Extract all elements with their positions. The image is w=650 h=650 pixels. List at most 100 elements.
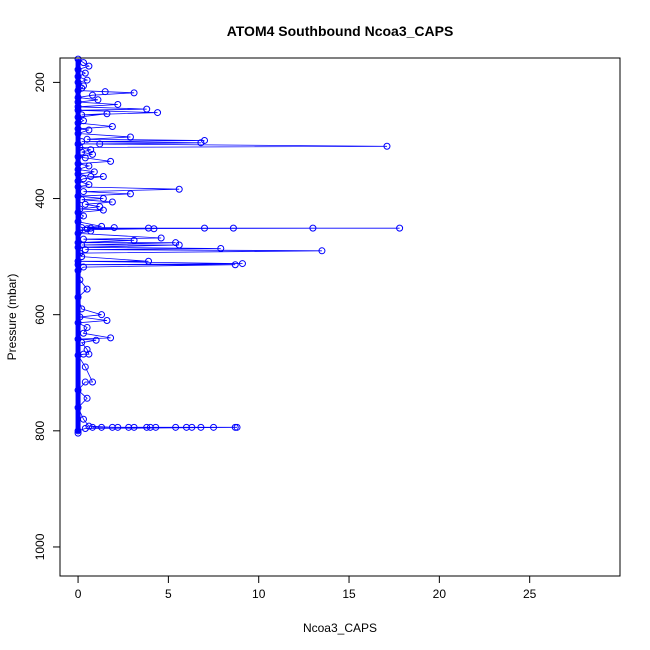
data-point <box>130 236 138 244</box>
data-point <box>383 142 391 150</box>
x-tick-label: 15 <box>342 587 356 601</box>
data-point <box>231 423 239 431</box>
x-tick-label: 5 <box>165 587 172 601</box>
data-point <box>103 316 111 324</box>
data-point <box>108 423 116 431</box>
data-point <box>182 423 190 431</box>
data-point <box>98 311 106 319</box>
data-point <box>81 246 89 254</box>
data-point <box>152 423 160 431</box>
data-point <box>318 247 326 255</box>
y-tick-label: 200 <box>33 72 47 92</box>
y-axis-label: Pressure (mbar) <box>5 274 19 361</box>
data-point <box>108 123 116 131</box>
data-point <box>114 100 122 108</box>
y-tick-label: 1000 <box>33 533 47 560</box>
data-point <box>110 224 118 232</box>
data-point <box>85 62 93 70</box>
data-point <box>126 133 134 141</box>
data-point <box>83 76 91 84</box>
data-point <box>146 423 154 431</box>
x-tick-label: 10 <box>252 587 266 601</box>
data-point <box>94 96 102 104</box>
data-point <box>81 424 89 432</box>
data-point <box>217 244 225 252</box>
data-point <box>90 168 98 176</box>
y-tick-label: 400 <box>33 188 47 208</box>
data-point <box>238 260 246 268</box>
data-point <box>172 239 180 247</box>
data-point <box>99 172 107 180</box>
data-point <box>99 206 107 214</box>
data-point <box>143 105 151 113</box>
data-point <box>175 241 183 249</box>
data-point <box>145 224 153 232</box>
x-tick-label: 25 <box>523 587 537 601</box>
x-tick-label: 20 <box>433 587 447 601</box>
x-axis-label: Ncoa3_CAPS <box>303 621 377 635</box>
data-point <box>83 323 91 331</box>
data-point <box>157 234 165 242</box>
data-point <box>101 88 109 96</box>
data-point <box>150 225 158 233</box>
data-point <box>125 423 133 431</box>
data-point <box>89 150 97 158</box>
x-axis: 0 5 10 15 20 25 <box>75 575 537 601</box>
data-point <box>83 394 91 402</box>
data-point <box>85 350 93 358</box>
data-point <box>89 423 97 431</box>
data-point <box>188 423 196 431</box>
data-point <box>96 203 104 211</box>
chart-title: ATOM4 Southbound Ncoa3_CAPS <box>227 23 454 39</box>
data-point <box>175 185 183 193</box>
data-point <box>85 181 93 189</box>
data-point <box>81 154 89 162</box>
data-point <box>85 422 93 430</box>
data-point <box>197 423 205 431</box>
data-point <box>98 423 106 431</box>
y-tick-label: 800 <box>33 420 47 440</box>
data-point <box>85 126 93 134</box>
data-point <box>83 225 91 233</box>
data-point <box>143 423 151 431</box>
data-point <box>89 91 97 99</box>
data-point <box>130 423 138 431</box>
data-point <box>126 190 134 198</box>
data-point <box>85 162 93 170</box>
data-point <box>89 378 97 386</box>
y-axis: 200 400 600 800 1000 <box>33 72 61 560</box>
data-point <box>103 110 111 118</box>
series-line <box>76 58 400 434</box>
data-point <box>201 136 209 144</box>
data-point <box>107 334 115 342</box>
data-point <box>231 261 239 269</box>
data-point <box>81 378 89 386</box>
data-point <box>83 346 91 354</box>
data-point <box>81 200 89 208</box>
data-point <box>229 224 237 232</box>
data-point <box>98 222 106 230</box>
data-point <box>92 336 100 344</box>
data-point <box>87 227 95 235</box>
data-point <box>309 224 317 232</box>
data-point <box>233 423 241 431</box>
data-point <box>81 69 89 77</box>
data-point <box>87 146 95 154</box>
data-point <box>87 224 95 232</box>
data-point <box>210 423 218 431</box>
data-point <box>81 363 89 371</box>
x-tick-label: 0 <box>75 587 82 601</box>
data-point <box>201 224 209 232</box>
plot-frame <box>59 57 621 577</box>
plot-layer <box>74 55 404 437</box>
data-point <box>154 109 162 117</box>
y-tick-label: 600 <box>33 304 47 324</box>
data-point <box>145 257 153 265</box>
data-point <box>396 224 404 232</box>
data-point <box>107 157 115 165</box>
data-point <box>83 285 91 293</box>
data-point <box>108 198 116 206</box>
data-point <box>96 140 104 148</box>
data-point <box>87 172 95 180</box>
